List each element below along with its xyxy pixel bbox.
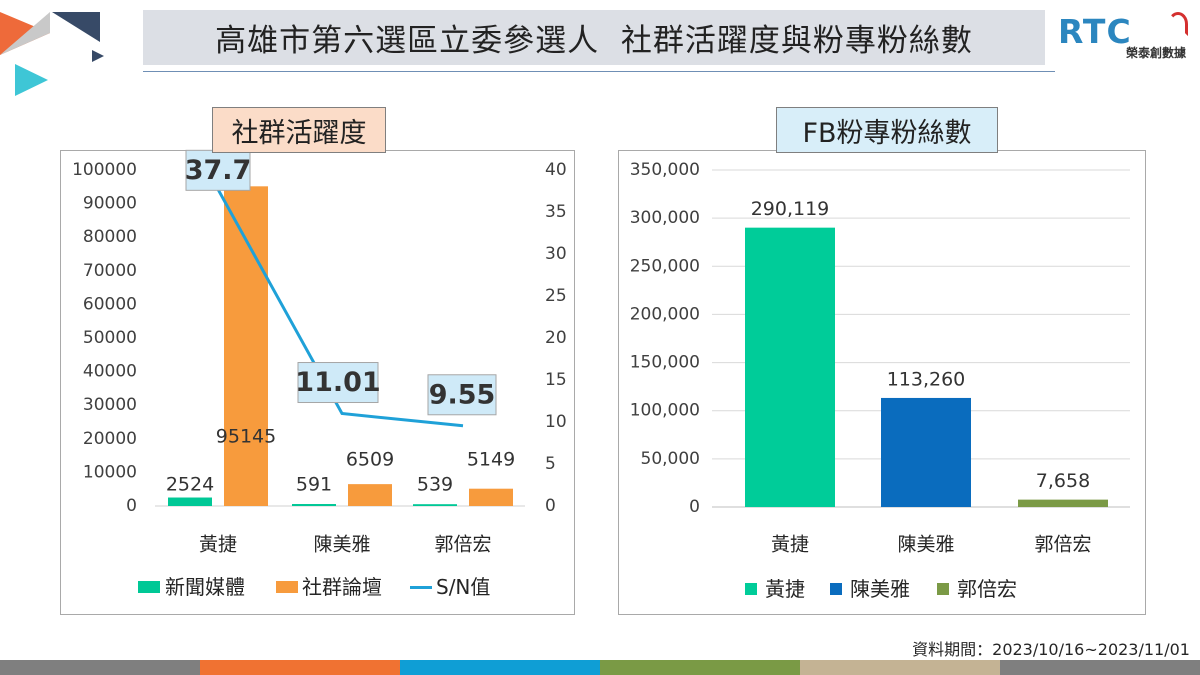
line-data-label: 37.7 <box>185 155 252 186</box>
teal-triangle <box>15 64 48 96</box>
y2-tick-label: 20 <box>545 328 567 348</box>
data-label: 591 <box>296 474 332 496</box>
legend-swatch-chen <box>830 583 842 595</box>
y-tick-label: 60000 <box>83 294 137 314</box>
y-tick-label: 20000 <box>83 429 137 449</box>
navy-triangle <box>52 12 100 42</box>
logo-subtitle: 榮泰創數據 <box>1126 46 1187 60</box>
legend-swatch-huang <box>745 583 757 595</box>
legend-swatch-sn-ratio <box>410 586 432 589</box>
y2-tick-label: 10 <box>545 412 567 432</box>
bottom-color-bar <box>0 660 1200 675</box>
bar <box>348 484 392 506</box>
bar <box>1018 499 1108 507</box>
data-label: 7,658 <box>1036 470 1090 492</box>
bottom-bar-segment <box>0 660 200 675</box>
rtc-logo: RTC 榮泰創數據 <box>1058 10 1196 60</box>
legend-label-huang: 黃捷 <box>765 577 805 601</box>
data-label: 5149 <box>467 449 515 471</box>
bar <box>224 186 268 506</box>
y2-tick-label: 5 <box>545 454 556 474</box>
y-tick-label: 10000 <box>83 462 137 482</box>
gray-triangle <box>0 12 50 55</box>
data-label: 539 <box>417 474 453 496</box>
y-tick-label: 150,000 <box>630 353 700 373</box>
legend-label-news-media: 新聞媒體 <box>165 575 245 599</box>
y-tick-label: 80000 <box>83 227 137 247</box>
y2-tick-label: 35 <box>545 202 567 222</box>
y-tick-label: 250,000 <box>630 256 700 276</box>
line-data-label: 9.55 <box>429 379 496 410</box>
y2-tick-label: 0 <box>545 496 556 516</box>
bottom-bar-segment <box>200 660 400 675</box>
line-label-box <box>297 362 379 404</box>
legend-swatch-news-media <box>138 581 160 593</box>
x-tick-label: 黃捷 <box>199 534 237 556</box>
line-label-box <box>427 374 497 416</box>
y-tick-label: 350,000 <box>630 160 700 180</box>
x-tick-label: 陳美雅 <box>313 534 370 556</box>
y2-tick-label: 25 <box>545 286 567 306</box>
data-label: 113,260 <box>887 368 966 390</box>
legend-swatch-kuo <box>937 583 949 595</box>
x-tick-label: 黃捷 <box>771 534 809 556</box>
x-tick-label: 郭倍宏 <box>1034 534 1091 556</box>
line-data-label: 11.01 <box>295 367 380 398</box>
legend-label-sn-ratio: S/N值 <box>436 575 491 599</box>
bar <box>292 504 336 506</box>
y2-tick-label: 40 <box>545 160 567 180</box>
data-label: 95145 <box>216 426 276 448</box>
social-activity-chart-title: 社群活躍度 <box>212 107 386 153</box>
x-tick-label: 陳美雅 <box>897 534 954 556</box>
bottom-bar-segment <box>800 660 1000 675</box>
y-tick-label: 30000 <box>83 395 137 415</box>
line-label-box <box>185 149 251 191</box>
data-label: 2524 <box>166 474 214 496</box>
legend-label-chen: 陳美雅 <box>850 577 910 601</box>
y-tick-label: 40000 <box>83 362 137 382</box>
logo-text: RTC <box>1058 12 1132 51</box>
data-label: 6509 <box>346 449 394 471</box>
bar <box>469 488 513 506</box>
y-tick-label: 0 <box>126 496 137 516</box>
y-tick-label: 300,000 <box>630 208 700 228</box>
y-tick-label: 100,000 <box>630 401 700 421</box>
bar <box>168 497 212 506</box>
y-tick-label: 50,000 <box>641 449 700 469</box>
title-underline <box>143 71 1055 72</box>
bar <box>881 397 971 507</box>
y2-tick-label: 15 <box>545 370 567 390</box>
y-tick-label: 50000 <box>83 328 137 348</box>
y-tick-label: 200,000 <box>630 304 700 324</box>
corner-decoration <box>0 12 104 96</box>
small-navy-triangle <box>92 50 104 62</box>
legend-label-kuo: 郭倍宏 <box>957 577 1017 601</box>
legend-swatch-social-forum <box>276 581 298 593</box>
x-tick-label: 郭倍宏 <box>434 534 491 556</box>
y-tick-label: 100000 <box>72 160 137 180</box>
y2-tick-label: 30 <box>545 244 567 264</box>
y-tick-label: 70000 <box>83 261 137 281</box>
legend-label-social-forum: 社群論壇 <box>302 575 382 599</box>
bar <box>413 504 457 506</box>
bar <box>745 227 835 507</box>
fb-fans-chart-frame <box>618 150 1146 615</box>
y-tick-label: 90000 <box>83 194 137 214</box>
logo-swirl-icon <box>1168 12 1188 36</box>
bottom-bar-segment <box>1000 660 1200 675</box>
title-banner: 高雄市第六選區立委參選人 社群活躍度與粉專粉絲數 <box>143 10 1045 65</box>
data-label: 290,119 <box>751 198 830 220</box>
bottom-bar-segment <box>400 660 600 675</box>
date-range-note: 資料期間：2023/10/16~2023/11/01 <box>912 640 1190 659</box>
fb-fans-chart-title: FB粉專粉絲數 <box>776 107 998 153</box>
y-tick-label: 0 <box>689 497 700 517</box>
page-title: 高雄市第六選區立委參選人 社群活躍度與粉專粉絲數 <box>215 23 973 59</box>
bottom-bar-segment <box>600 660 800 675</box>
